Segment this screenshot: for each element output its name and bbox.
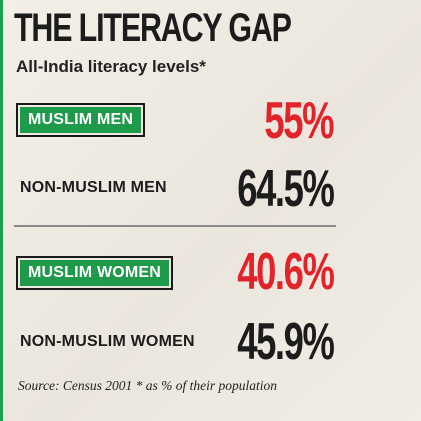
- category-label-muslim-women: MUSLIM WOMEN: [15, 256, 174, 290]
- chart-subtitle: All-India literacy levels*: [16, 57, 206, 76]
- data-row-muslim-women: MUSLIM WOMEN 40.6%: [0, 238, 421, 308]
- data-row-muslim-men: MUSLIM MEN 55%: [0, 90, 421, 160]
- value-label-non-muslim-men: 64.5%: [236, 160, 335, 218]
- chart-title: THE LITERACY GAP: [14, 6, 292, 50]
- source-note: Source: Census 2001 * as % of their popu…: [18, 378, 277, 393]
- category-label-muslim-men: MUSLIM MEN: [15, 103, 146, 137]
- green-accent-rule: [0, 0, 3, 421]
- value-label-muslim-women: 40.6%: [236, 243, 335, 301]
- value-label-muslim-men: 55%: [264, 92, 334, 150]
- section-divider: [14, 225, 336, 227]
- value-label-non-muslim-women: 45.9%: [236, 313, 335, 371]
- category-label-non-muslim-men: NON-MUSLIM MEN: [20, 179, 167, 196]
- data-row-non-muslim-men: NON-MUSLIM MEN 64.5%: [0, 158, 421, 228]
- data-row-non-muslim-women: NON-MUSLIM WOMEN 45.9%: [0, 308, 421, 378]
- category-label-non-muslim-women: NON-MUSLIM WOMEN: [20, 333, 195, 350]
